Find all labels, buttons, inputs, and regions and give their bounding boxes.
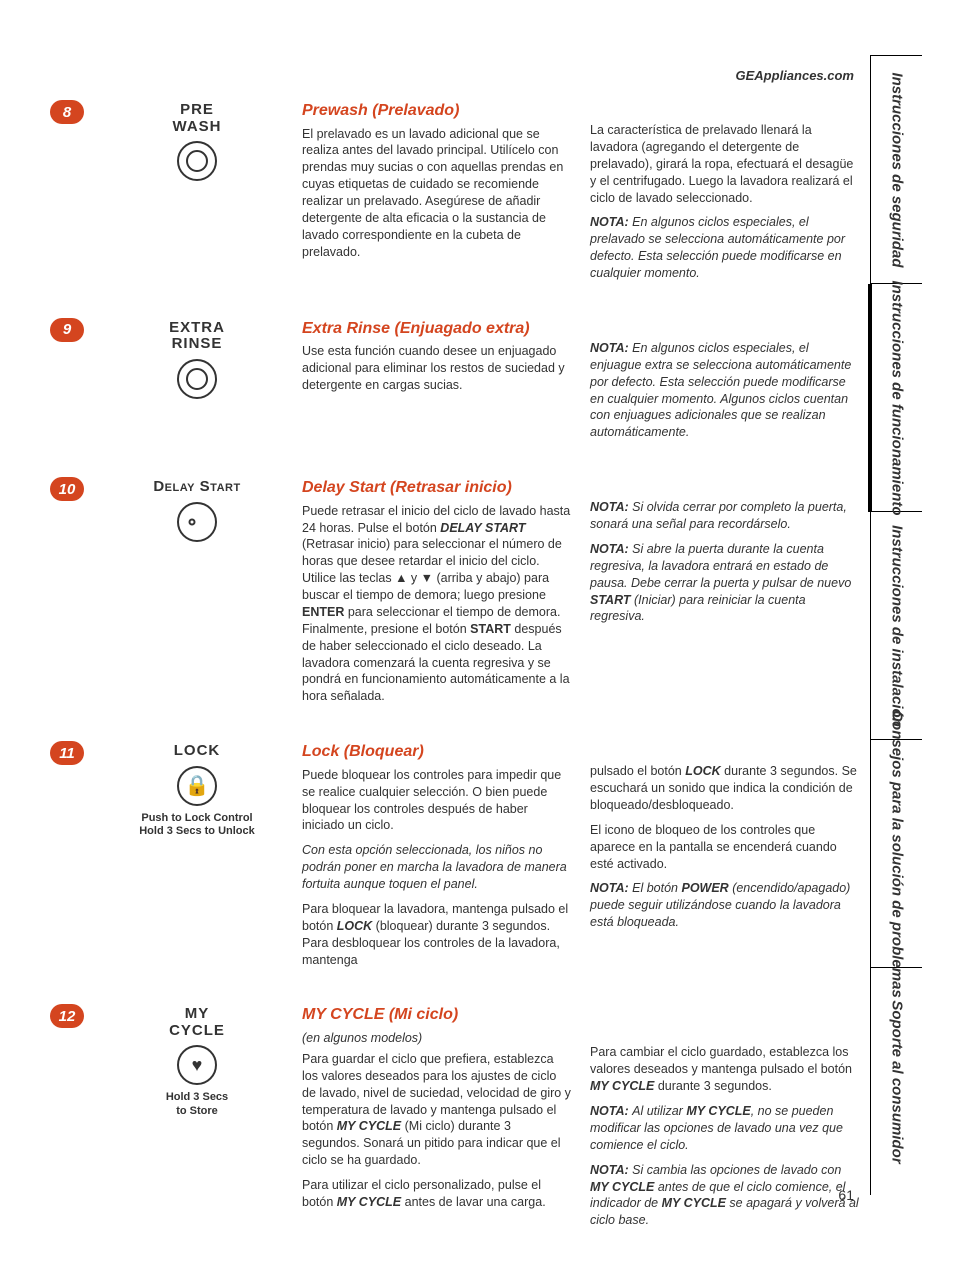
- body-text: El prelavado es un lavado adicional que …: [302, 126, 572, 261]
- body-text: El icono de bloqueo de los controles que…: [590, 822, 860, 873]
- tab-operating[interactable]: Instrucciones de funcionamiento: [868, 284, 922, 512]
- section-11: 11 LOCK 🔒 Push to Lock Control Hold 3 Secs …: [50, 741, 860, 976]
- section-8: 8 PRE WASHPrewash (Prelavado) El prelavado…: [50, 100, 860, 290]
- body-text: NOTA: Al utilizar MY CYCLE, no se pueden…: [590, 1103, 860, 1154]
- icon-column: PRE WASH: [92, 100, 302, 181]
- body-text: Para bloquear la lavadora, mantenga puls…: [302, 901, 572, 969]
- column-left: Extra Rinse (Enjuagado extra) Use esta fu…: [302, 318, 572, 449]
- text-columns: Delay Start (Retrasar inicio) Puede retra…: [302, 477, 860, 713]
- text-columns: Prewash (Prelavado) El prelavado es un la…: [302, 100, 860, 290]
- column-right: NOTA: Si olvida cerrar por completo la p…: [590, 477, 860, 713]
- body-text: Con esta opción seleccionada, los niños …: [302, 842, 572, 893]
- icon-label: MY CYCLE: [92, 1006, 302, 1039]
- text-columns: MY CYCLE (Mi ciclo) (en algunos modelos) P…: [302, 1004, 860, 1237]
- body-text: Para utilizar el ciclo personalizado, pu…: [302, 1177, 572, 1211]
- icon-column: LOCK 🔒 Push to Lock Control Hold 3 Secs to…: [92, 741, 302, 838]
- body-text: La característica de prelavado llenará l…: [590, 122, 860, 206]
- body-text: NOTA: En algunos ciclos especiales, el e…: [590, 340, 860, 441]
- section-12: 12MY CYCLE♥Hold 3 Secs to StoreMY CYCLE …: [50, 1004, 860, 1237]
- body-text: NOTA: Si abre la puerta durante la cuent…: [590, 541, 860, 625]
- section-badge: 9: [50, 318, 84, 342]
- tab-safety[interactable]: Instrucciones de seguridad: [871, 56, 922, 284]
- lock-icon: 🔒: [177, 766, 217, 806]
- column-right: pulsado el botón LOCK durante 3 segundos…: [590, 741, 860, 976]
- body-text: pulsado el botón LOCK durante 3 segundos…: [590, 763, 860, 814]
- body-text: NOTA: El botón POWER (encendido/apagado)…: [590, 880, 860, 931]
- text-columns: Lock (Bloquear) Puede bloquear los contro…: [302, 741, 860, 976]
- section-badge: 10: [50, 477, 84, 501]
- body-text: NOTA: Si cambia las opciones de lavado c…: [590, 1162, 860, 1230]
- main-content: 8 PRE WASHPrewash (Prelavado) El prelavado…: [50, 100, 860, 1265]
- icon-column: EXTRA RINSE: [92, 318, 302, 399]
- body-text: Puede bloquear los controles para impedi…: [302, 767, 572, 835]
- section-badge: 8: [50, 100, 84, 124]
- text-columns: Extra Rinse (Enjuagado extra) Use esta fu…: [302, 318, 860, 449]
- dial-icon: [177, 359, 217, 399]
- column-left: Delay Start (Retrasar inicio) Puede retra…: [302, 477, 572, 713]
- dial-icon: [177, 502, 217, 542]
- header-url: GEAppliances.com: [736, 68, 854, 83]
- column-right: La característica de prelavado llenará l…: [590, 100, 860, 290]
- icon-column: MY CYCLE ♥ Hold 3 Secs to Store: [92, 1004, 302, 1117]
- column-left: Prewash (Prelavado) El prelavado es un la…: [302, 100, 572, 290]
- tab-support[interactable]: Soporte al consumidor: [871, 968, 922, 1195]
- body-text: Use esta función cuando desee un enjuaga…: [302, 343, 572, 394]
- section-title: Lock (Bloquear): [302, 741, 572, 763]
- icon-label: PRE WASH: [92, 102, 302, 135]
- column-right: Para cambiar el ciclo guardado, establez…: [590, 1004, 860, 1237]
- icon-sublabel: Hold 3 Secs to Store: [92, 1091, 302, 1117]
- section-10: 10 Delay StartDelay Start (Retrasar inici…: [50, 477, 860, 713]
- tab-troubleshooting[interactable]: Consejos para la solución de problemas: [871, 740, 922, 968]
- section-badge: 11: [50, 741, 84, 765]
- column-right: NOTA: En algunos ciclos especiales, el e…: [590, 318, 860, 449]
- icon-label: Delay Start: [92, 479, 302, 496]
- section-title: Delay Start (Retrasar inicio): [302, 477, 572, 499]
- body-text: Para cambiar el ciclo guardado, establez…: [590, 1044, 860, 1095]
- tab-installation[interactable]: Instrucciones de instalación: [871, 512, 922, 740]
- icon-label: EXTRA RINSE: [92, 320, 302, 353]
- icon-label: LOCK: [92, 743, 302, 760]
- column-left: Lock (Bloquear) Puede bloquear los contro…: [302, 741, 572, 976]
- section-title: Extra Rinse (Enjuagado extra): [302, 318, 572, 340]
- body-text: Puede retrasar el inicio del ciclo de la…: [302, 503, 572, 706]
- section-title: Prewash (Prelavado): [302, 100, 572, 122]
- body-text: Para guardar el ciclo que prefiera, esta…: [302, 1051, 572, 1169]
- section-title: MY CYCLE (Mi ciclo): [302, 1004, 572, 1026]
- column-left: MY CYCLE (Mi ciclo) (en algunos modelos) P…: [302, 1004, 572, 1237]
- heart-icon: ♥: [177, 1045, 217, 1085]
- section-badge: 12: [50, 1004, 84, 1028]
- section-subtitle: (en algunos modelos): [302, 1030, 572, 1047]
- section-9: 9 EXTRA RINSEExtra Rinse (Enjuagado extra…: [50, 318, 860, 449]
- side-tabs: Instrucciones de seguridad Instrucciones…: [870, 55, 922, 1195]
- page-number: 61: [838, 1187, 854, 1203]
- icon-column: Delay Start: [92, 477, 302, 542]
- body-text: NOTA: En algunos ciclos especiales, el p…: [590, 214, 860, 282]
- body-text: NOTA: Si olvida cerrar por completo la p…: [590, 499, 860, 533]
- icon-sublabel: Push to Lock Control Hold 3 Secs to Unlo…: [92, 812, 302, 838]
- dial-icon: [177, 141, 217, 181]
